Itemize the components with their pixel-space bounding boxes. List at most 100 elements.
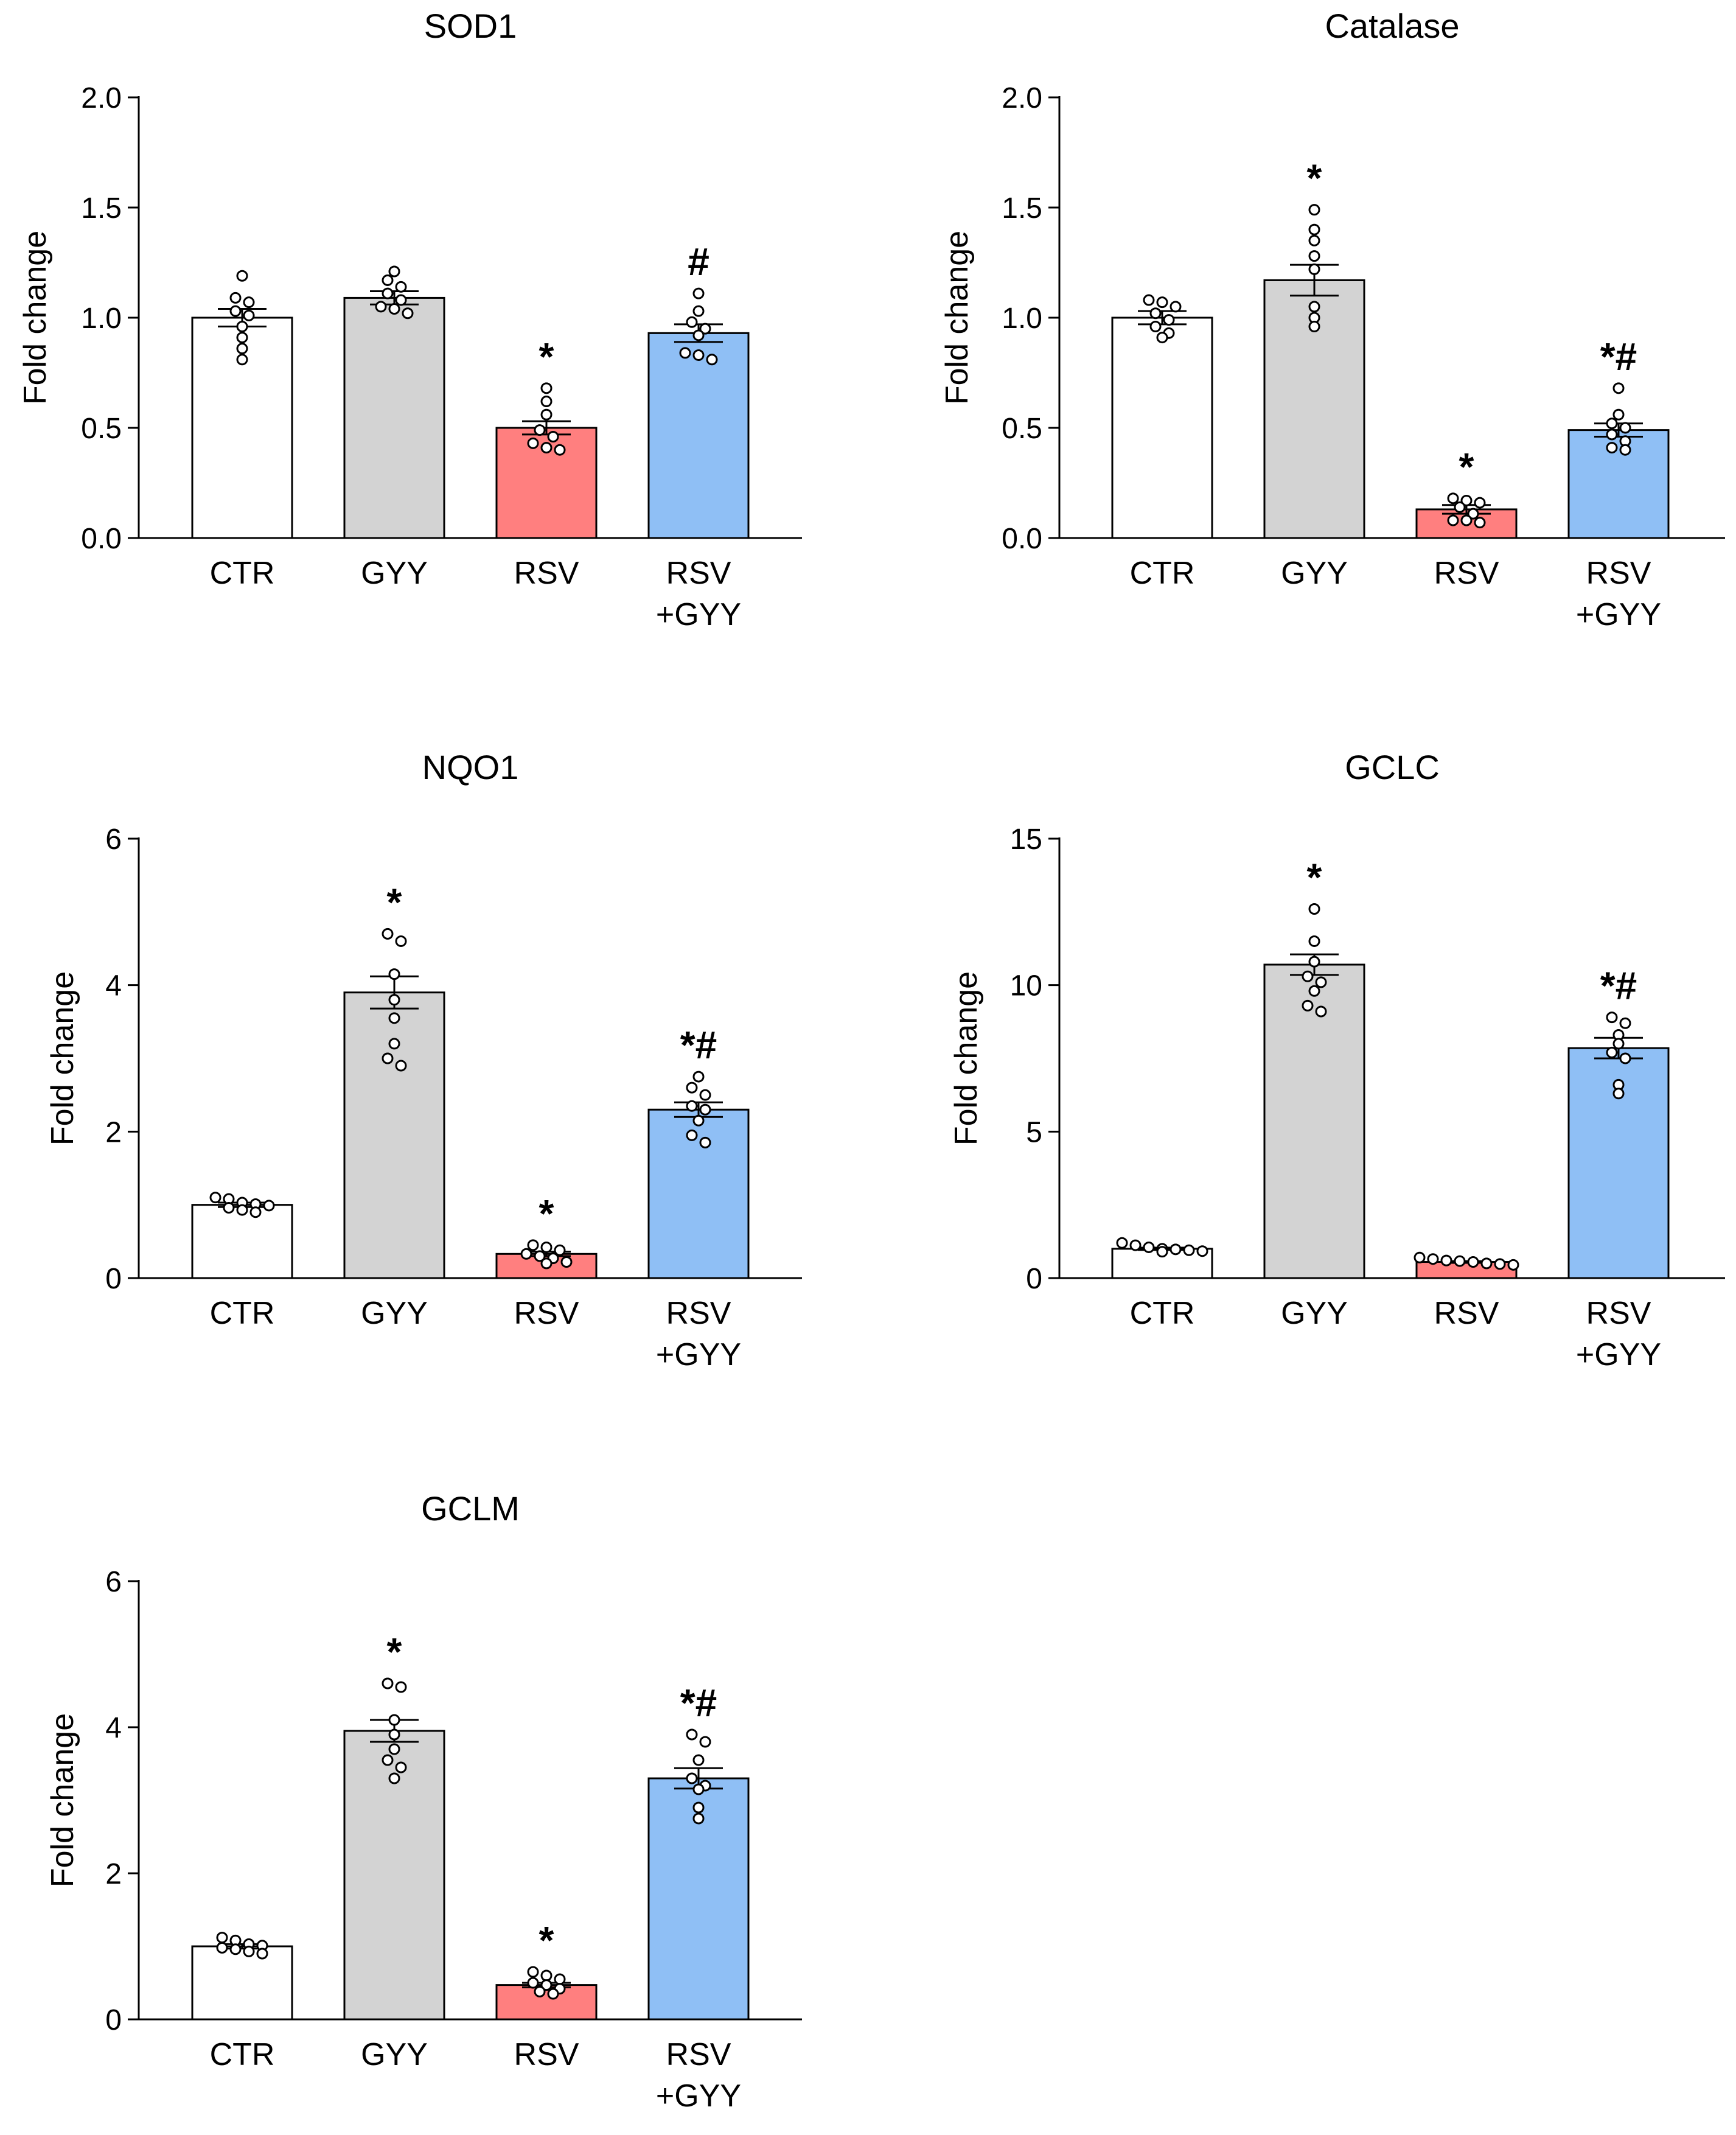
- significance-mark: *: [539, 1192, 554, 1235]
- data-point: [540, 1241, 553, 1253]
- significance-mark: *: [539, 1918, 554, 1962]
- data-point: [243, 1945, 255, 1957]
- y-axis-label: Fold change: [18, 231, 53, 405]
- data-point: [1507, 1259, 1519, 1271]
- data-point: [527, 1239, 539, 1251]
- y-tick-label: 2: [105, 1858, 122, 1890]
- y-tick-label: 2: [105, 1116, 122, 1148]
- data-point: [540, 408, 553, 421]
- data-point: [1116, 1237, 1128, 1249]
- x-tick-label: +GYY: [1576, 597, 1661, 632]
- panel-sod1: SOD1 Fold change 0.0 0.5 1.0 1.5 2.0 CTR GYY * RSV…: [18, 7, 802, 632]
- data-point: [382, 1754, 394, 1766]
- significance-mark: *#: [1600, 964, 1637, 1008]
- data-point: [1606, 442, 1618, 454]
- data-point: [527, 1977, 539, 1989]
- data-point: [382, 928, 394, 940]
- x-tick-label: +GYY: [656, 1337, 741, 1372]
- data-point: [229, 1943, 242, 1955]
- panel-gclc: GCLC Fold change 0 5 10 15 CTR * GYY RSV *# RSV +GYY: [949, 748, 1725, 1372]
- panel-title: SOD1: [424, 7, 517, 45]
- data-point: [229, 292, 242, 304]
- data-point: [547, 1988, 559, 2000]
- bar-ctr: [191, 1204, 293, 1279]
- data-point: [692, 305, 705, 317]
- data-point: [243, 296, 255, 309]
- data-point: [534, 424, 546, 436]
- data-point: [692, 1801, 705, 1814]
- data-point: [679, 347, 691, 359]
- data-point: [692, 1114, 705, 1127]
- data-point: [1619, 444, 1631, 456]
- data-point: [1612, 1088, 1625, 1100]
- data-point: [699, 1136, 711, 1148]
- bar-rsv: [495, 427, 598, 539]
- y-tick-label: 0: [1026, 1263, 1042, 1295]
- x-tick-label: RSV: [514, 2037, 579, 2072]
- data-point: [388, 1012, 400, 1024]
- x-tick-label: GYY: [361, 1296, 428, 1331]
- y-tick-label: 1.0: [1002, 302, 1042, 335]
- data-point: [706, 354, 718, 366]
- y-tick-label: 0: [105, 1263, 122, 1295]
- data-point: [1440, 1254, 1452, 1267]
- y-tick-label: 5: [1026, 1116, 1042, 1148]
- data-point: [1170, 301, 1182, 313]
- data-point: [1467, 1256, 1479, 1268]
- x-tick-label: CTR: [210, 1296, 275, 1331]
- data-point: [540, 382, 553, 394]
- data-point: [1619, 1017, 1631, 1029]
- significance-mark: #: [688, 240, 709, 284]
- y-tick-label: 6: [105, 1566, 122, 1598]
- data-point: [1302, 970, 1314, 982]
- y-tick-label: 0: [105, 2004, 122, 2036]
- data-point: [1129, 1239, 1142, 1251]
- data-point: [1427, 1253, 1439, 1265]
- data-point: [382, 274, 394, 286]
- data-point: [1156, 296, 1168, 309]
- data-point: [1606, 1046, 1618, 1058]
- x-tick-label: CTR: [1130, 556, 1195, 591]
- x-tick-label: RSV: [514, 556, 579, 591]
- y-tick-label: 2.0: [1002, 82, 1042, 114]
- data-point: [236, 1204, 248, 1216]
- data-point: [236, 332, 248, 344]
- bar-rsv-gyy: [647, 1108, 750, 1279]
- data-point: [554, 444, 566, 456]
- y-tick-label: 4: [105, 1712, 122, 1744]
- data-point: [686, 1129, 698, 1141]
- data-point: [243, 309, 255, 321]
- data-point: [1606, 418, 1618, 430]
- data-point: [375, 301, 387, 313]
- y-tick-label: 0.0: [1002, 523, 1042, 555]
- data-point: [1308, 935, 1320, 947]
- data-point: [1612, 1038, 1625, 1050]
- data-point: [1170, 1243, 1182, 1256]
- data-point: [540, 1257, 553, 1270]
- data-point: [699, 323, 711, 335]
- y-tick-label: 1.5: [1002, 192, 1042, 225]
- data-point: [1308, 985, 1320, 997]
- data-point: [1619, 422, 1631, 434]
- significance-mark: *: [539, 335, 554, 379]
- x-tick-label: RSV: [666, 1296, 731, 1331]
- data-point: [527, 1966, 539, 1978]
- data-point: [388, 1743, 400, 1755]
- data-point: [223, 1201, 235, 1214]
- data-point: [1315, 976, 1327, 988]
- data-point: [236, 320, 248, 332]
- data-point: [699, 1103, 711, 1116]
- data-point: [1196, 1245, 1208, 1257]
- y-tick-label: 1.0: [81, 302, 122, 335]
- data-point: [1454, 1255, 1466, 1267]
- data-point: [236, 270, 248, 282]
- data-point: [249, 1206, 262, 1218]
- data-point: [1308, 903, 1320, 915]
- data-point: [216, 1932, 228, 1944]
- data-point: [692, 349, 705, 362]
- bar-rsv-gyy: [647, 332, 750, 539]
- data-point: [1454, 501, 1466, 513]
- data-point: [554, 1244, 566, 1256]
- data-point: [236, 354, 248, 366]
